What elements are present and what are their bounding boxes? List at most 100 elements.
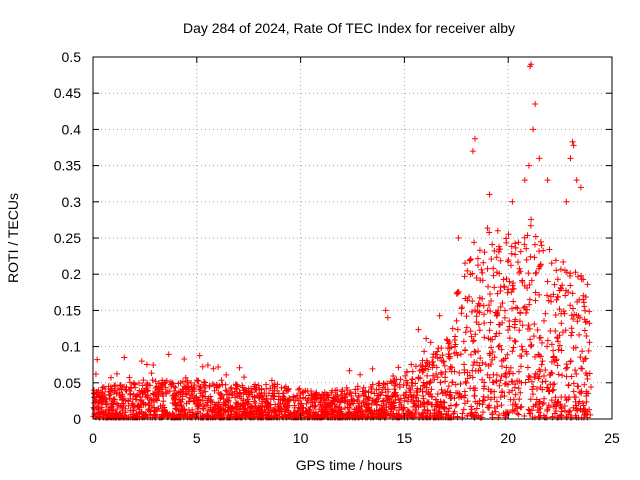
data-point — [504, 351, 511, 358]
data-point — [377, 391, 384, 398]
data-point — [472, 331, 479, 338]
data-point — [177, 412, 184, 419]
data-point — [515, 368, 522, 375]
data-point — [387, 378, 394, 385]
data-point — [303, 400, 310, 407]
data-point — [556, 306, 563, 313]
data-point — [570, 380, 577, 387]
data-point — [479, 269, 486, 276]
data-point — [470, 362, 477, 369]
data-point — [142, 411, 149, 418]
data-point — [530, 126, 537, 133]
data-point — [444, 337, 451, 344]
y-tick-label: 0.4 — [62, 121, 82, 137]
data-point — [469, 298, 476, 305]
data-point — [280, 414, 287, 421]
data-point — [508, 378, 515, 385]
data-point — [232, 394, 239, 401]
data-point — [169, 380, 176, 387]
data-point — [409, 376, 416, 383]
data-point — [466, 372, 473, 379]
data-point — [509, 198, 516, 205]
data-point — [95, 409, 102, 416]
data-point — [161, 404, 168, 411]
data-point — [146, 402, 153, 409]
data-point — [438, 403, 445, 410]
data-point — [507, 396, 514, 403]
data-point — [126, 387, 133, 394]
data-point — [454, 352, 461, 359]
data-point — [295, 386, 302, 393]
data-point — [472, 398, 479, 405]
data-point — [188, 390, 195, 397]
data-point — [453, 401, 460, 408]
data-point — [423, 335, 430, 342]
data-point — [565, 381, 572, 388]
data-point — [471, 392, 478, 399]
data-point — [175, 389, 182, 396]
data-point — [472, 307, 479, 314]
data-point — [292, 397, 299, 404]
data-point — [503, 239, 510, 246]
data-point — [140, 377, 147, 384]
data-point — [175, 380, 182, 387]
data-point — [491, 354, 498, 361]
data-point — [481, 334, 488, 341]
data-point — [196, 352, 203, 359]
data-point — [493, 398, 500, 405]
data-point — [563, 373, 570, 380]
data-point — [532, 101, 539, 108]
data-point — [539, 339, 546, 346]
data-point — [523, 348, 530, 355]
data-point — [189, 392, 196, 399]
data-point — [112, 410, 119, 417]
data-point — [384, 314, 391, 321]
data-point — [492, 333, 499, 340]
data-point — [496, 246, 503, 253]
data-point — [223, 371, 230, 378]
data-point — [536, 334, 543, 341]
data-point — [533, 269, 540, 276]
data-point — [198, 414, 205, 421]
data-point — [118, 396, 125, 403]
data-point — [239, 384, 246, 391]
data-point — [506, 278, 513, 285]
data-point — [567, 358, 574, 365]
data-point — [558, 408, 565, 415]
data-point — [423, 384, 430, 391]
data-point — [118, 404, 125, 411]
data-point — [462, 329, 469, 336]
data-point — [305, 410, 312, 417]
data-point — [419, 382, 426, 389]
data-point — [102, 398, 109, 405]
data-point — [309, 398, 316, 405]
data-point — [468, 403, 475, 410]
data-point — [316, 406, 323, 413]
data-point — [218, 377, 225, 384]
data-point — [396, 414, 403, 421]
data-point — [576, 331, 583, 338]
data-point — [117, 382, 124, 389]
data-point — [479, 277, 486, 284]
data-point — [425, 399, 432, 406]
data-point — [375, 386, 382, 393]
data-point — [220, 395, 227, 402]
data-point — [108, 374, 115, 381]
data-point — [360, 392, 367, 399]
data-point — [222, 387, 229, 394]
data-point — [290, 393, 297, 400]
data-point — [228, 384, 235, 391]
data-point — [486, 229, 493, 236]
data-point — [509, 282, 516, 289]
data-point — [536, 291, 543, 298]
data-point — [555, 398, 562, 405]
data-point — [521, 234, 528, 241]
data-point — [432, 351, 439, 358]
data-point — [403, 377, 410, 384]
data-point — [579, 348, 586, 355]
data-point — [478, 266, 485, 273]
data-point — [569, 305, 576, 312]
data-point — [286, 402, 293, 409]
data-point — [431, 376, 438, 383]
data-point — [552, 407, 559, 414]
